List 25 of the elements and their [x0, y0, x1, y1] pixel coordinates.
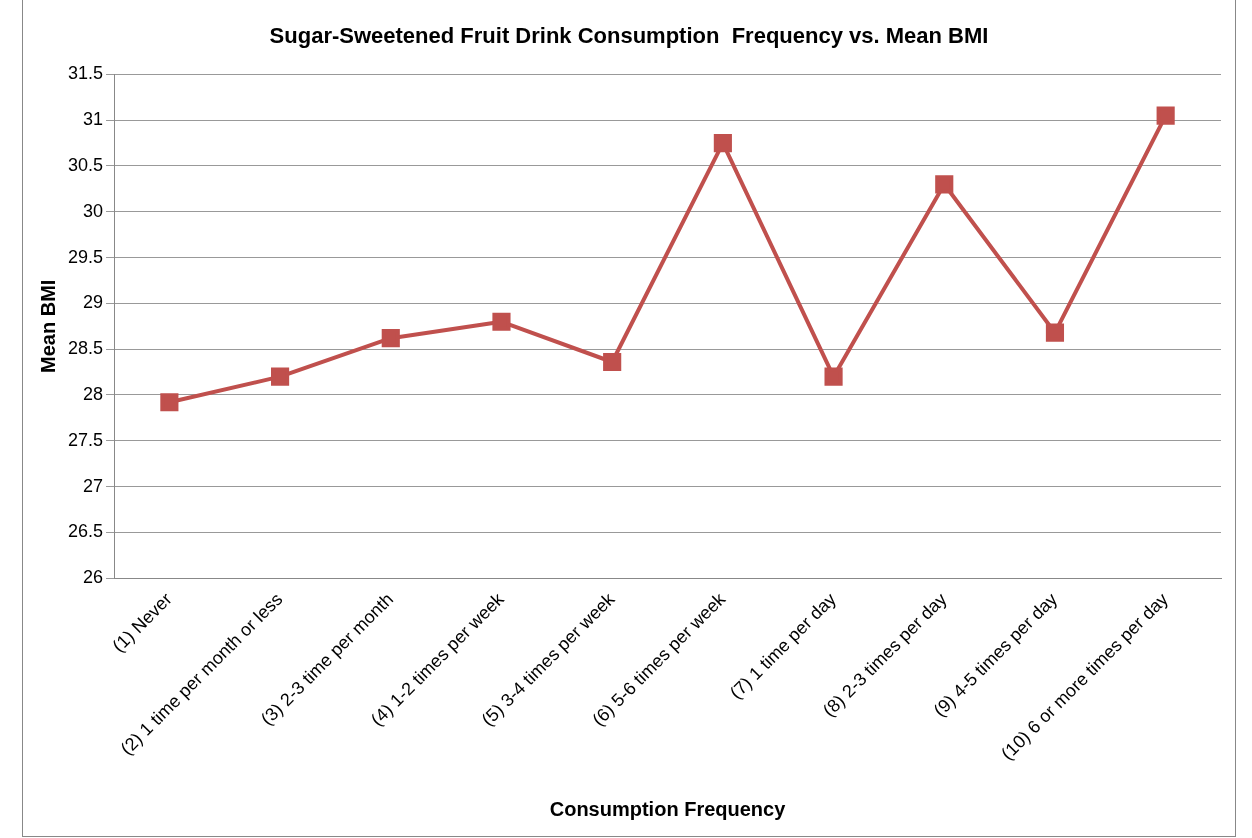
- point: [824, 367, 843, 386]
- point: [713, 134, 732, 153]
- y-tick-label: 28.5: [67, 338, 104, 359]
- y-tick-label: 30.5: [67, 154, 104, 175]
- y-tick-label: 27: [83, 475, 104, 496]
- point: [271, 367, 290, 386]
- x-axis-title: Consumption Frequency: [549, 797, 787, 820]
- point: [603, 352, 622, 372]
- y-tick-label: 31.5: [67, 63, 104, 84]
- point: [160, 393, 179, 412]
- y-tick-label: 30: [83, 200, 104, 221]
- chart-title: Sugar-Sweetened Fruit Drink Consumption Frequency vs. Mean BMI: [269, 23, 989, 49]
- y-tick-label: 29: [83, 292, 104, 313]
- y-tick-label: 27.5: [67, 429, 104, 450]
- point: [381, 329, 400, 348]
- y-tick-label: 26.5: [67, 521, 104, 542]
- y-tick-label: 31: [83, 109, 104, 130]
- point: [1156, 106, 1175, 125]
- y-tick-label: 29.5: [67, 246, 104, 267]
- point: [492, 312, 511, 331]
- y-tick-label: 26: [83, 567, 104, 588]
- point: [935, 175, 954, 194]
- y-tick-label: 28: [83, 383, 104, 404]
- y-axis-title: Mean BMI: [36, 279, 59, 373]
- point: [1045, 323, 1065, 342]
